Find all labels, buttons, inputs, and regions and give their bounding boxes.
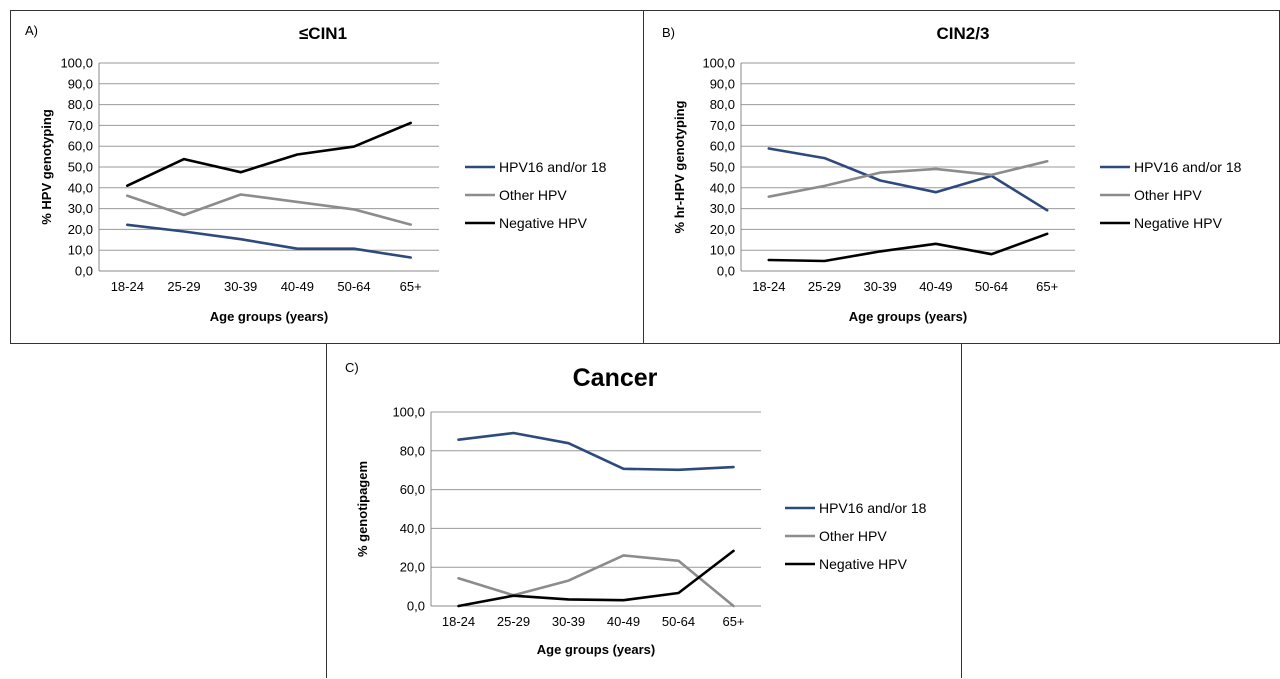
y-tick-label: 80,0 [400, 443, 425, 458]
legend-label: HPV16 and/or 18 [499, 159, 607, 175]
y-tick-label: 100,0 [392, 405, 425, 420]
panel-letter: A) [25, 23, 38, 38]
x-tick-label: 25-29 [808, 279, 841, 294]
series-line [767, 159, 1049, 198]
chart-cin23: 0,0 10,0 20,0 30,0 40,0 50,0 60,0 70,0 80,0 90,0 1… [672, 24, 1242, 324]
legend-label: HPV16 and/or 18 [1134, 159, 1242, 175]
x-tick-label: 40-49 [919, 279, 952, 294]
panel-a: A) 0,0 10,0 20,0 30,0 40,0 50,0 60,0 70,0 80,0 90… [10, 10, 644, 344]
chart-title: CIN2/3 [937, 24, 990, 43]
x-tick-label: 65+ [722, 614, 744, 629]
y-tick-label: 80,0 [68, 97, 93, 112]
y-tick-label: 60,0 [400, 482, 425, 497]
series-line [767, 232, 1049, 263]
x-tick-label: 50-64 [975, 279, 1008, 294]
x-tick-label: 30-39 [864, 279, 897, 294]
y-tick-label: 0,0 [717, 264, 735, 279]
x-axis-label: Age groups (years) [849, 309, 967, 324]
y-tick-label: 70,0 [710, 118, 735, 133]
x-tick-label: 18-24 [111, 279, 144, 294]
y-tick-label: 50,0 [710, 160, 735, 175]
panel-c: C) 0,0 20,0 40,0 60,0 80,0 100,0 18-24 25-29 30-… [326, 343, 962, 678]
legend-label: Other HPV [499, 187, 567, 203]
panel-letter: B) [662, 25, 675, 40]
y-tick-label: 60,0 [710, 139, 735, 154]
y-tick-label: 0,0 [407, 599, 425, 614]
y-tick-label: 40,0 [400, 521, 425, 536]
legend-label: Negative HPV [499, 215, 588, 231]
y-tick-label: 90,0 [710, 76, 735, 91]
y-tick-label: 20,0 [68, 222, 93, 237]
y-axis-label: % HPV genotyping [39, 109, 54, 225]
y-tick-label: 0,0 [75, 264, 93, 279]
series-line [126, 121, 413, 187]
y-tick-label: 90,0 [68, 76, 93, 91]
y-tick-label: 20,0 [710, 222, 735, 237]
x-axis-label: Age groups (years) [210, 309, 328, 324]
x-tick-label: 30-39 [224, 279, 257, 294]
legend-label: Negative HPV [819, 556, 908, 572]
x-tick-label: 18-24 [752, 279, 785, 294]
chart-title: ≤CIN1 [299, 24, 347, 43]
panel-b: B) 0,0 10,0 20,0 30,0 40,0 50,0 60,0 70,0 80,0 90… [643, 10, 1280, 344]
x-tick-label: 40-49 [281, 279, 314, 294]
y-tick-label: 100,0 [702, 56, 735, 71]
series-line [457, 431, 735, 472]
x-tick-label: 25-29 [167, 279, 200, 294]
series-line [767, 147, 1049, 212]
x-tick-label: 30-39 [552, 614, 585, 629]
legend-label: Other HPV [819, 528, 887, 544]
series-line [126, 223, 413, 259]
y-tick-label: 10,0 [68, 243, 93, 258]
x-tick-label: 65+ [1036, 279, 1058, 294]
chart-title: Cancer [573, 364, 658, 392]
legend-label: Negative HPV [1134, 215, 1223, 231]
y-tick-label: 40,0 [68, 180, 93, 195]
x-tick-label: 50-64 [337, 279, 370, 294]
x-tick-label: 65+ [400, 279, 422, 294]
y-tick-label: 100,0 [60, 56, 93, 71]
y-tick-label: 60,0 [68, 139, 93, 154]
x-tick-label: 18-24 [442, 614, 475, 629]
y-tick-label: 50,0 [68, 160, 93, 175]
y-tick-label: 40,0 [710, 180, 735, 195]
y-tick-label: 30,0 [710, 201, 735, 216]
x-tick-label: 50-64 [662, 614, 695, 629]
x-axis-label: Age groups (years) [537, 642, 655, 657]
y-axis-label: % hr-HPV genotyping [672, 100, 687, 233]
panel-letter: C) [345, 360, 359, 375]
chart-cancer: 0,0 20,0 40,0 60,0 80,0 100,0 18-24 25-29 30-39 4… [355, 364, 927, 657]
y-axis-label: % genotipagem [355, 461, 370, 557]
legend-label: HPV16 and/or 18 [819, 500, 927, 516]
x-tick-label: 25-29 [497, 614, 530, 629]
y-tick-label: 70,0 [68, 118, 93, 133]
y-tick-label: 20,0 [400, 560, 425, 575]
y-tick-label: 10,0 [710, 243, 735, 258]
series-line [126, 193, 413, 226]
series-line [457, 554, 735, 608]
chart-cin1: 0,0 10,0 20,0 30,0 40,0 50,0 60,0 70,0 80,0 90,0 1… [39, 24, 607, 324]
y-tick-label: 30,0 [68, 201, 93, 216]
x-tick-label: 40-49 [607, 614, 640, 629]
series-line [457, 549, 735, 608]
legend-label: Other HPV [1134, 187, 1202, 203]
y-tick-label: 80,0 [710, 97, 735, 112]
